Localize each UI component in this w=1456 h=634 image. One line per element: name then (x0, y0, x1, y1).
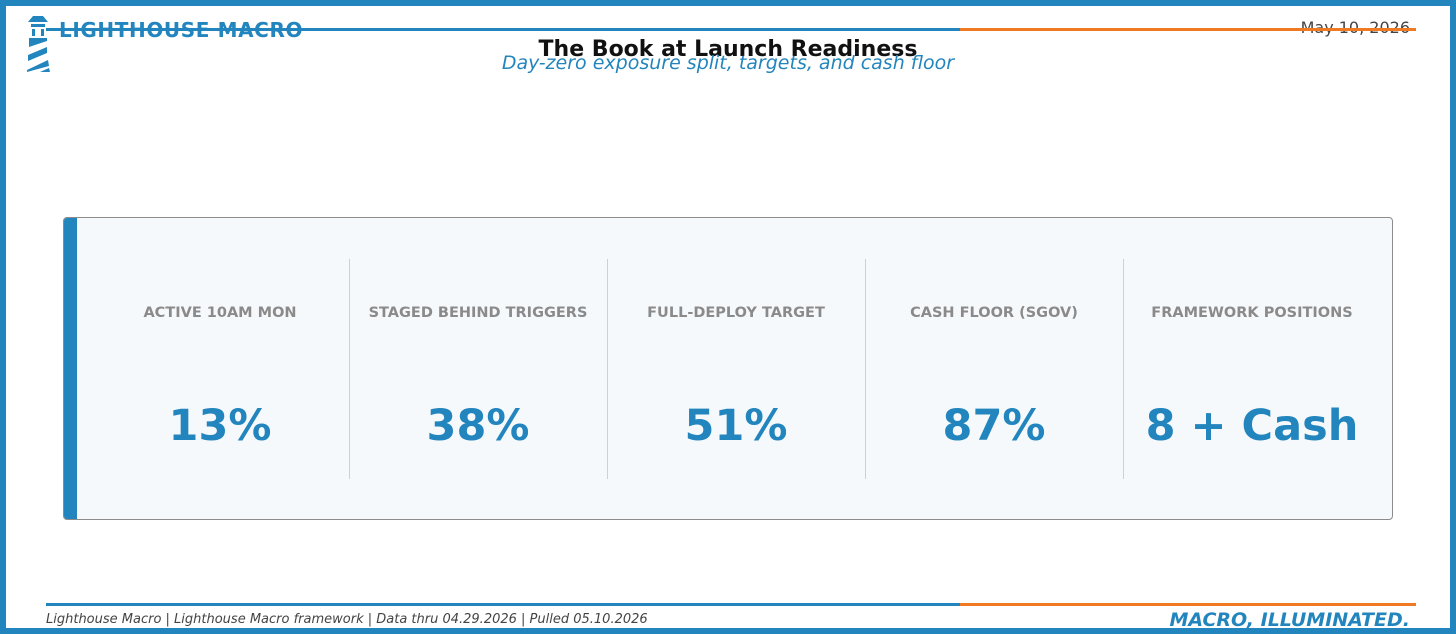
metric-divider (865, 259, 866, 479)
metric-divider (607, 259, 608, 479)
metric-staged: STAGED BEHIND TRIGGERS 38% (349, 218, 607, 519)
metric-value: 87% (942, 401, 1046, 451)
metrics-panel: ACTIVE 10AM MON 13% STAGED BEHIND TRIGGE… (63, 217, 1393, 520)
metric-value: 8 + Cash (1145, 401, 1359, 451)
brand-tagline: MACRO, ILLUMINATED. (1169, 609, 1410, 631)
page-title: The Book at Launch Readiness (538, 37, 918, 62)
metric-full-deploy: FULL-DEPLOY TARGET 51% (607, 218, 865, 519)
metric-label: FULL-DEPLOY TARGET (647, 305, 825, 321)
metric-label: CASH FLOOR (SGOV) (910, 305, 1078, 321)
metric-positions: FRAMEWORK POSITIONS 8 + Cash (1123, 218, 1381, 519)
metric-cash-floor: CASH FLOOR (SGOV) 87% (865, 218, 1123, 519)
lighthouse-icon (27, 16, 50, 72)
footer-rule-blue (46, 603, 960, 606)
page-subtitle: Day-zero exposure split, targets, and ca… (501, 52, 955, 74)
metric-value: 13% (168, 401, 272, 451)
metric-divider (349, 259, 350, 479)
metric-divider (1123, 259, 1124, 479)
metric-value: 51% (684, 401, 788, 451)
header-rule-blue (46, 28, 960, 31)
footer-rule-orange (960, 603, 1416, 606)
metric-label: ACTIVE 10AM MON (143, 305, 297, 321)
metric-active: ACTIVE 10AM MON 13% (91, 218, 349, 519)
metric-label: STAGED BEHIND TRIGGERS (368, 305, 588, 321)
metric-value: 38% (426, 401, 530, 451)
panel-accent-bar (64, 218, 77, 519)
source-note: Lighthouse Macro | Lighthouse Macro fram… (46, 612, 648, 627)
metric-label: FRAMEWORK POSITIONS (1151, 305, 1353, 321)
report-date: May 10, 2026 (1301, 18, 1410, 37)
header-rule-orange (960, 28, 1416, 31)
